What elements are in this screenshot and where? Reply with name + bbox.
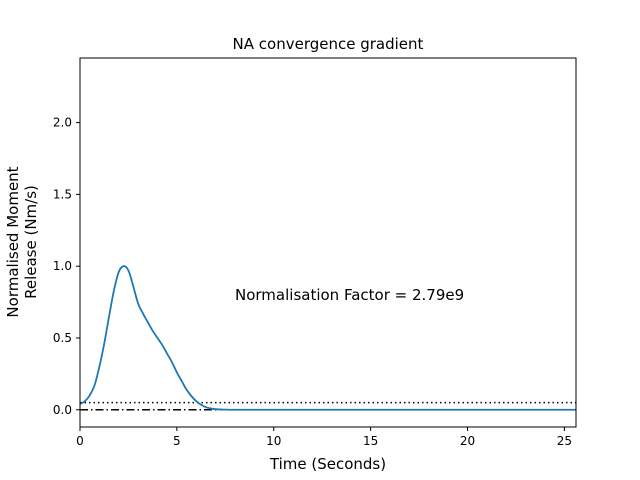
- y-tick-label: 0.0: [53, 403, 72, 417]
- x-axis-label: Time (Seconds): [269, 455, 386, 473]
- plot-layer: [80, 265, 576, 411]
- y-axis-label-line-1: Normalised Moment: [4, 166, 22, 317]
- y-tick-label: 2.0: [53, 116, 72, 130]
- y-tick-label: 1.0: [53, 259, 72, 273]
- x-tick-label: 0: [76, 434, 84, 448]
- y-axis-label: Normalised Moment Release (Nm/s): [4, 166, 40, 317]
- ticks-layer: 0 5 10 15 20 25 0.0 0.5 1.0 1.5 2.0: [53, 116, 572, 448]
- normalisation-annotation: Normalisation Factor = 2.79e9: [235, 286, 464, 304]
- axes-frame: [79, 57, 577, 428]
- x-tick-label: 25: [557, 434, 572, 448]
- series-line-1: [80, 265, 576, 411]
- x-tick-label: 20: [460, 434, 475, 448]
- y-tick-label: 0.5: [53, 331, 72, 345]
- x-tick-label: 5: [173, 434, 181, 448]
- x-tick-label: 15: [363, 434, 378, 448]
- chart-title: NA convergence gradient: [233, 35, 424, 53]
- y-tick-label: 1.5: [53, 187, 72, 201]
- x-tick-label: 10: [266, 434, 281, 448]
- y-axis-label-line-2: Release (Nm/s): [22, 185, 40, 299]
